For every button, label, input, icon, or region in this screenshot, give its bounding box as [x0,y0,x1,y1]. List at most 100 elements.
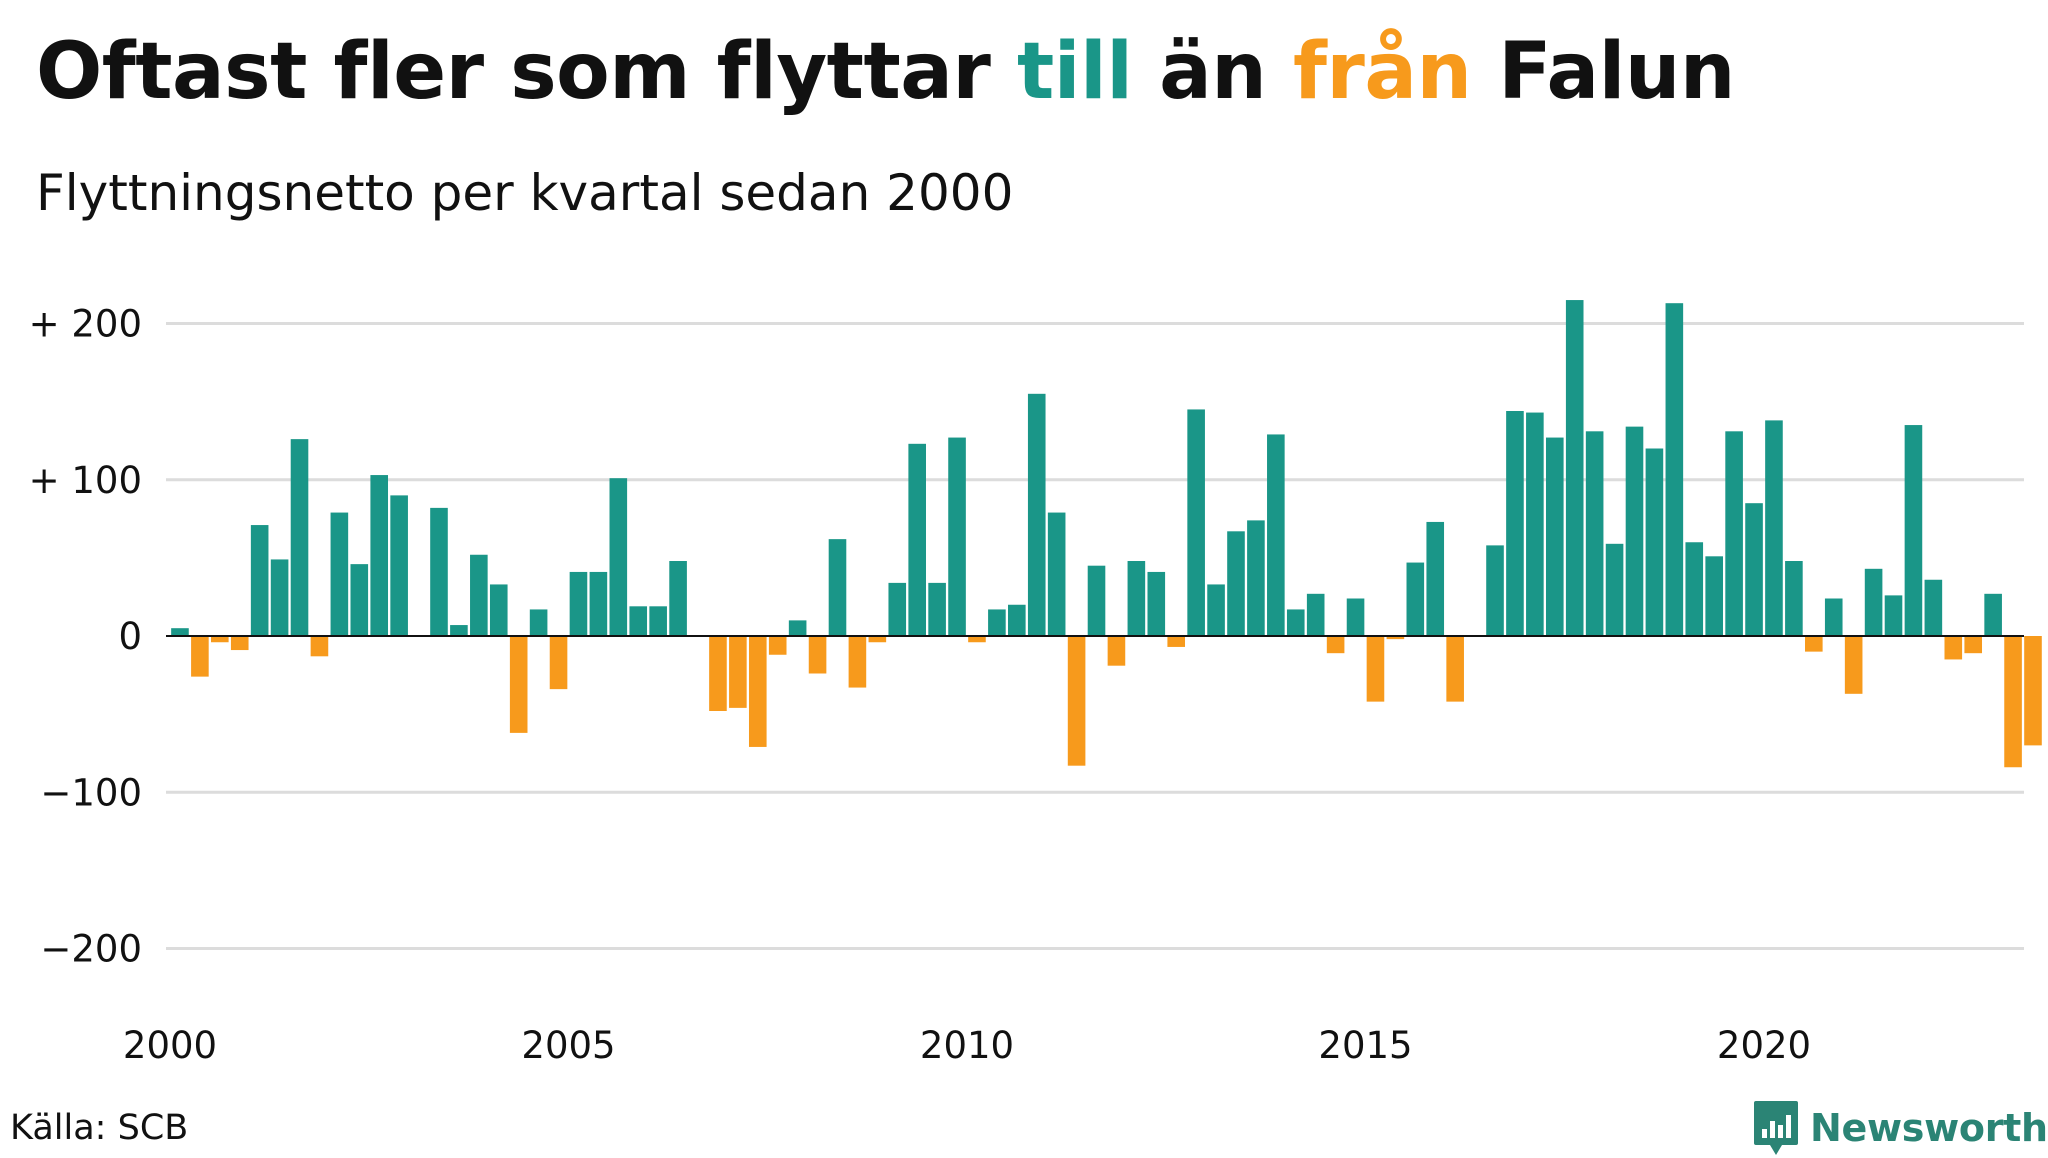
bar-positive [1526,412,1544,636]
bar-positive [1645,448,1664,636]
bar-positive [1008,604,1026,636]
bar-negative [2004,636,2022,768]
bar-positive [988,609,1006,636]
bar-positive [629,606,648,636]
bar-positive [1346,598,1365,636]
bar-positive [1984,593,2002,636]
chart-title: Oftast fler som flyttar till än från Fal… [36,22,1735,122]
bar-negative [230,636,249,651]
bar-negative [709,636,727,711]
bar-positive [470,554,488,636]
bar-positive [1406,562,1425,636]
bar-positive [290,439,309,637]
bar-positive [370,475,389,636]
title-part-2: än [1132,27,1293,117]
title-part-1: Oftast fler som flyttar [36,27,1018,117]
bar-negative [768,636,787,655]
bar-positive [1087,565,1106,636]
bar-negative [1805,636,1823,652]
y-tick-label: + 200 [29,303,142,346]
bar-positive [669,561,687,636]
bar-positive [171,628,189,636]
bar-positive [430,507,448,637]
y-axis-tick-labels: + 200 + 100 0 −100 −200 [29,303,142,971]
title-part-3: Falun [1471,27,1735,117]
bar-positive [1924,579,1943,636]
bar-positive [609,478,628,636]
bar-positive [1565,300,1584,636]
bar-positive [450,625,468,636]
bar-negative [2024,636,2042,746]
bar-positive [1765,420,1783,637]
bar-negative [729,636,747,708]
y-tick-label: −100 [40,771,142,814]
bar-positive [1227,531,1245,636]
bar-negative [868,636,887,643]
bar-positive [1047,512,1066,636]
bar-negative [310,636,329,657]
bar-negative [509,636,528,733]
x-tick-label: 2010 [920,1024,1014,1067]
x-tick-label: 2005 [521,1024,615,1067]
bar-positive [589,571,608,636]
y-tick-label: 0 [118,615,142,658]
bar-positive [1306,593,1325,636]
grid-lines [166,322,2024,950]
bar-positive [828,539,847,637]
bar-positive [1785,561,1803,636]
bar-positive [888,582,907,637]
bar-negative [1844,636,1863,694]
bar-negative [1107,636,1126,666]
bar-positive [1705,556,1723,636]
bar-positive [390,495,408,637]
bar-negative [191,636,209,677]
bar-positive [948,437,966,636]
bar-positive [270,559,289,636]
bar-negative [549,636,568,690]
bar-positive [569,571,588,636]
bar-negative [808,636,827,674]
bar-positive [1147,571,1166,636]
bar-positive [1127,561,1146,636]
bar-positive [1665,303,1684,636]
bar-negative [848,636,867,688]
bar-positive [1247,520,1265,637]
bar-positive [529,609,548,636]
bar-positive [1207,584,1225,636]
bar-positive [1426,521,1445,636]
bar-positive [1486,545,1504,637]
newsworthy-logo-text: Newsworthy [1810,1106,2048,1150]
bar-positive [350,564,369,637]
bar-positive [649,606,667,636]
bar-positive [1904,425,1923,636]
bar-positive [1027,393,1046,636]
bar-positive [1267,434,1285,636]
bar-positive [1685,542,1704,636]
bar-negative [1944,636,1963,660]
bar-negative [1446,636,1464,702]
y-tick-label: −200 [40,928,142,971]
bar-negative [1386,636,1405,640]
bar-positive [1506,411,1524,636]
source-label: Källa: SCB [10,1108,189,1148]
bar-positive [1745,503,1763,636]
bar-negative [1366,636,1385,702]
x-tick-label: 2015 [1318,1024,1412,1067]
bar-positive [908,443,926,636]
title-fran-highlight: från [1293,27,1472,117]
bar-positive [1625,426,1644,637]
bars [171,300,2042,768]
bar-positive [1545,437,1564,636]
bar-negative [211,636,229,643]
title-till-highlight: till [1017,27,1133,117]
bar-negative [1326,636,1345,654]
bar-negative [748,636,767,747]
bar-negative [1067,636,1086,766]
bar-positive [1884,595,1903,637]
x-tick-label: 2020 [1717,1024,1811,1067]
bar-positive [1725,431,1743,636]
bar-positive [1187,409,1205,636]
newsworthy-logo: Newsworthy [1752,1098,2048,1158]
bar-positive [1605,543,1624,636]
